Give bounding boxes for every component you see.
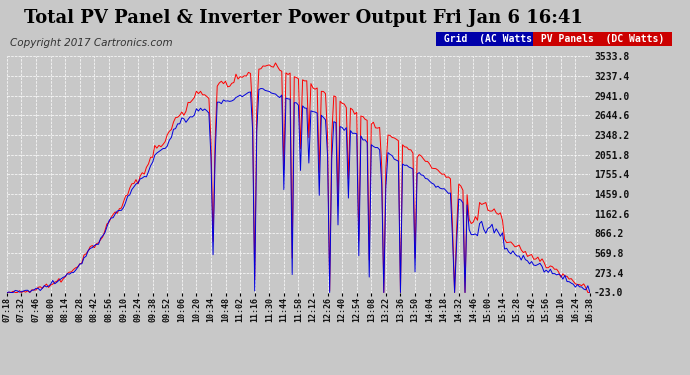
Text: Grid  (AC Watts): Grid (AC Watts) bbox=[438, 34, 544, 44]
Text: Copyright 2017 Cartronics.com: Copyright 2017 Cartronics.com bbox=[10, 38, 173, 48]
Text: Total PV Panel & Inverter Power Output Fri Jan 6 16:41: Total PV Panel & Inverter Power Output F… bbox=[24, 9, 583, 27]
Text: PV Panels  (DC Watts): PV Panels (DC Watts) bbox=[535, 34, 670, 44]
